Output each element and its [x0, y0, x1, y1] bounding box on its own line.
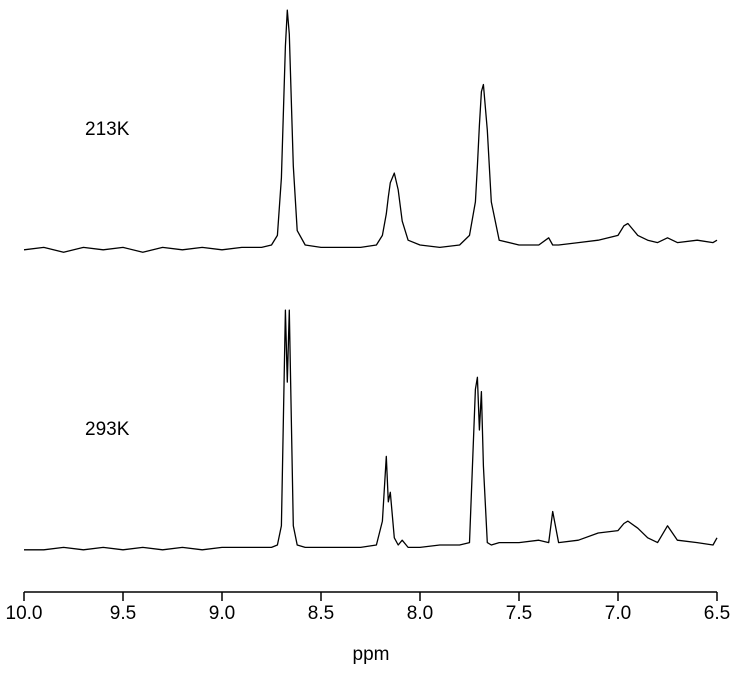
- x-tick-label: 10.0: [6, 603, 43, 624]
- x-tick-label: 8.5: [308, 603, 334, 624]
- x-tick-label: 6.5: [704, 603, 730, 624]
- spectrum-line: [23, 9, 718, 253]
- spectrum-line: [24, 309, 718, 551]
- series-label: 213K: [85, 119, 130, 140]
- x-tick-label: 8.0: [407, 603, 433, 624]
- series-label: 293K: [85, 419, 130, 440]
- x-tick-label: 7.0: [605, 603, 631, 624]
- x-tick-label: 9.0: [209, 603, 235, 624]
- x-axis-label: ppm: [353, 644, 390, 665]
- x-tick-label: 7.5: [506, 603, 532, 624]
- x-tick-label: 9.5: [110, 603, 136, 624]
